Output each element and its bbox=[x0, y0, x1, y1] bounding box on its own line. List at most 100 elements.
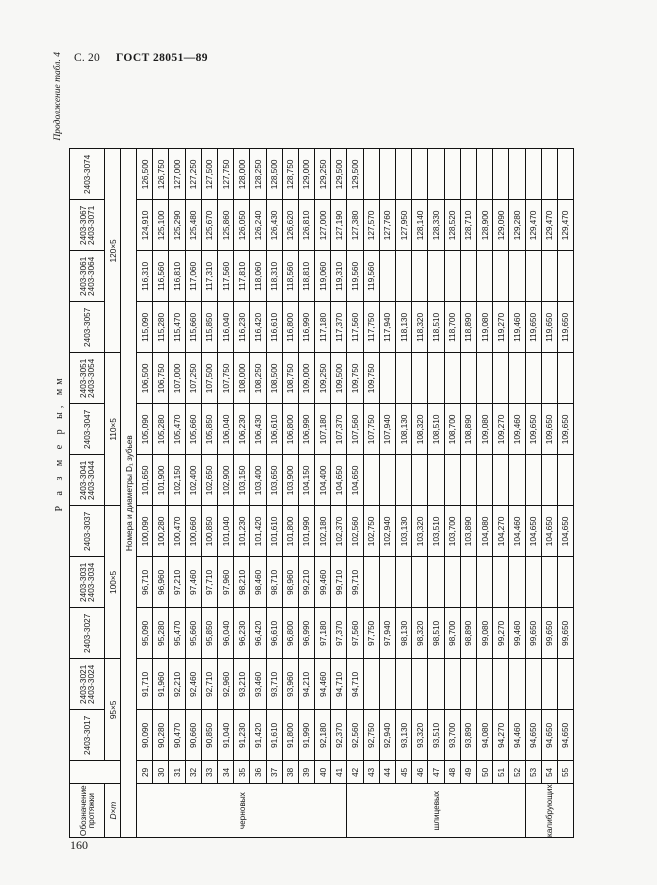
diameter-cell: 116,230 bbox=[233, 301, 250, 353]
empty-cell bbox=[362, 148, 379, 200]
empty-cell bbox=[427, 454, 444, 506]
diameter-cell: 127,950 bbox=[395, 199, 412, 251]
diameter-cell: 128,000 bbox=[233, 148, 250, 200]
diameter-cell: 93,210 bbox=[233, 658, 250, 710]
empty-cell bbox=[378, 148, 395, 200]
diameter-cell: 129,250 bbox=[314, 148, 331, 200]
empty-cell bbox=[508, 556, 525, 608]
empty-cell bbox=[459, 250, 476, 302]
empty-cell bbox=[508, 250, 525, 302]
diameter-cell: 127,000 bbox=[168, 148, 185, 200]
diameter-cell: 103,650 bbox=[265, 454, 282, 506]
diameter-cell: 96,960 bbox=[152, 556, 169, 608]
diameter-cell: 107,750 bbox=[216, 352, 234, 404]
empty-cell bbox=[524, 352, 541, 404]
diameter-cell: 124,910 bbox=[136, 199, 153, 251]
diameter-cell: 94,710 bbox=[330, 658, 347, 710]
standard-number: ГОСТ 28051—89 bbox=[116, 52, 208, 64]
table-row: 36 91,420 93,460 96,420 98,460 101,420 103,400… bbox=[249, 148, 266, 837]
diameter-cell: 116,810 bbox=[168, 250, 185, 302]
empty-cell bbox=[524, 658, 541, 710]
table-row: 55 94,650 99,650 104,650 109,650 119,650 129,4… bbox=[556, 148, 574, 837]
diameter-cell: 116,800 bbox=[281, 301, 298, 353]
empty-cell bbox=[540, 250, 557, 302]
diameter-cell: 106,230 bbox=[233, 403, 250, 455]
diameter-cell: 109,460 bbox=[508, 403, 525, 455]
empty-cell bbox=[395, 658, 412, 710]
empty-cell bbox=[475, 658, 493, 710]
diameter-cell: 92,370 bbox=[330, 709, 347, 761]
empty-cell bbox=[540, 148, 557, 200]
column-designation: 2403-3021 2403-3024 bbox=[69, 658, 104, 710]
dxm-value: 120×5 bbox=[104, 148, 120, 353]
diameter-cell: 109,000 bbox=[297, 352, 315, 404]
empty-cell bbox=[459, 352, 476, 404]
diameter-cell: 98,130 bbox=[395, 607, 412, 659]
diameter-cell: 92,940 bbox=[378, 709, 395, 761]
diameter-cell: 106,750 bbox=[152, 352, 169, 404]
broach-teeth-table: Обозначение протяжки 2403-3017 2403-3021 240… bbox=[69, 148, 574, 838]
diameter-cell: 119,650 bbox=[540, 301, 557, 353]
column-designation: 2403-3074 bbox=[69, 148, 104, 200]
diameter-cell: 119,460 bbox=[508, 301, 525, 353]
diameter-cell: 127,380 bbox=[346, 199, 363, 251]
tooth-number: 34 bbox=[216, 760, 234, 784]
diameter-cell: 104,650 bbox=[330, 454, 347, 506]
empty-cell bbox=[508, 352, 525, 404]
diameter-cell: 119,060 bbox=[314, 250, 331, 302]
diameter-cell: 118,700 bbox=[443, 301, 460, 353]
diameter-cell: 106,990 bbox=[297, 403, 315, 455]
empty-cell bbox=[395, 250, 412, 302]
table-row: 52 94,460 99,460 104,460 109,460 119,460 129,2… bbox=[508, 148, 525, 837]
diameter-cell: 98,510 bbox=[427, 607, 444, 659]
diameter-cell: 92,750 bbox=[362, 709, 379, 761]
column-designation: 2403-3067 2403-3071 bbox=[69, 199, 104, 251]
tooth-number: 32 bbox=[184, 760, 201, 784]
diameter-cell: 91,420 bbox=[249, 709, 266, 761]
column-designation: 2403-3031 2403-3034 bbox=[69, 556, 104, 608]
diameter-cell: 109,270 bbox=[492, 403, 509, 455]
diameter-cell: 98,710 bbox=[265, 556, 282, 608]
diameter-cell: 101,990 bbox=[297, 505, 315, 557]
diameter-cell: 90,660 bbox=[184, 709, 201, 761]
diameter-cell: 119,650 bbox=[556, 301, 574, 353]
empty-cell bbox=[524, 250, 541, 302]
empty-cell bbox=[411, 352, 428, 404]
diameter-cell: 119,270 bbox=[492, 301, 509, 353]
diameter-cell: 117,310 bbox=[200, 250, 217, 302]
diameter-cell: 109,750 bbox=[346, 352, 363, 404]
diameter-cell: 115,280 bbox=[152, 301, 169, 353]
tooth-number: 35 bbox=[233, 760, 250, 784]
diameter-cell: 126,620 bbox=[281, 199, 298, 251]
table-row: 37 91,610 93,710 96,610 98,710 101,610 103,650… bbox=[265, 148, 282, 837]
diameter-cell: 97,180 bbox=[314, 607, 331, 659]
diameter-cell: 116,420 bbox=[249, 301, 266, 353]
tooth-number: 49 bbox=[459, 760, 476, 784]
diameter-cell: 128,500 bbox=[265, 148, 282, 200]
diameter-cell: 95,470 bbox=[168, 607, 185, 659]
diameter-cell: 109,650 bbox=[540, 403, 557, 455]
diameter-cell: 129,500 bbox=[346, 148, 363, 200]
diameter-cell: 118,130 bbox=[395, 301, 412, 353]
table-row: 49 93,890 98,890 103,890 108,890 118,890 128,7… bbox=[459, 148, 476, 837]
diameter-cell: 93,130 bbox=[395, 709, 412, 761]
page-number-label: С. 20 bbox=[74, 52, 100, 64]
diameter-cell: 92,960 bbox=[216, 658, 234, 710]
diameter-cell: 99,210 bbox=[297, 556, 315, 608]
diameter-cell: 102,650 bbox=[200, 454, 217, 506]
table-row: 54 94,650 99,650 104,650 109,650 119,650 129,4… bbox=[540, 148, 557, 837]
diameter-cell: 109,500 bbox=[330, 352, 347, 404]
diameter-cell: 102,180 bbox=[314, 505, 331, 557]
empty-cell bbox=[508, 454, 525, 506]
diameter-cell: 107,000 bbox=[168, 352, 185, 404]
diameter-cell: 95,660 bbox=[184, 607, 201, 659]
empty-cell bbox=[395, 352, 412, 404]
diameter-cell: 100,850 bbox=[200, 505, 217, 557]
diameter-cell: 109,650 bbox=[556, 403, 574, 455]
diameter-cell: 103,510 bbox=[427, 505, 444, 557]
diameter-cell: 97,370 bbox=[330, 607, 347, 659]
diameter-cell: 107,370 bbox=[330, 403, 347, 455]
diameter-cell: 94,460 bbox=[508, 709, 525, 761]
table-row: 41 92,370 94,710 97,370 99,710 102,370 104,650… bbox=[330, 148, 347, 837]
empty-cell bbox=[411, 454, 428, 506]
